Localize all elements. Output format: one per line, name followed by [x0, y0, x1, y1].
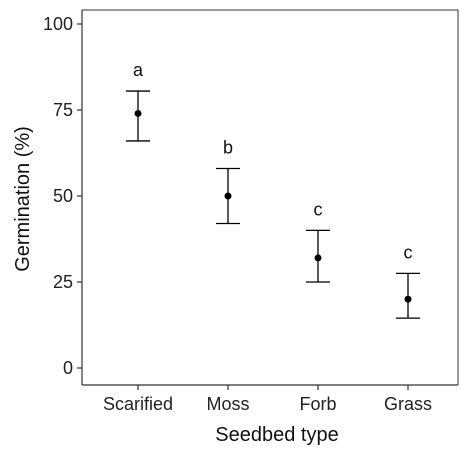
x-tick-label: Moss	[206, 394, 249, 414]
significance-letter: c	[404, 242, 413, 262]
errorbar-group: b	[216, 137, 240, 225]
axes	[81, 9, 459, 386]
y-tick-label: 100	[43, 14, 73, 34]
data-point	[314, 254, 322, 262]
data-point	[404, 295, 412, 303]
y-tick-label: 0	[63, 358, 73, 378]
significance-letter: b	[223, 137, 233, 157]
y-tick-label: 25	[53, 272, 73, 292]
significance-letter: c	[314, 199, 323, 219]
y-tick-label: 75	[53, 100, 73, 120]
x-tick-label: Grass	[384, 394, 432, 414]
data-point	[224, 192, 232, 200]
x-axis-ticks: Scarified Moss Forb Grass	[103, 385, 432, 414]
data-marks: a b c c	[126, 60, 420, 319]
significance-letter: a	[133, 60, 144, 80]
errorbar-group: c	[396, 242, 420, 319]
y-axis-ticks: 0 25 50 75 100	[43, 14, 82, 378]
y-axis-title: Germination (%)	[12, 126, 34, 272]
y-tick-label: 50	[53, 186, 73, 206]
data-point	[134, 109, 142, 117]
x-tick-label: Scarified	[103, 394, 173, 414]
errorbar-group: a	[126, 60, 150, 142]
x-axis-title: Seedbed type	[215, 424, 338, 446]
x-tick-label: Forb	[299, 394, 336, 414]
errorbar-group: c	[306, 199, 330, 283]
